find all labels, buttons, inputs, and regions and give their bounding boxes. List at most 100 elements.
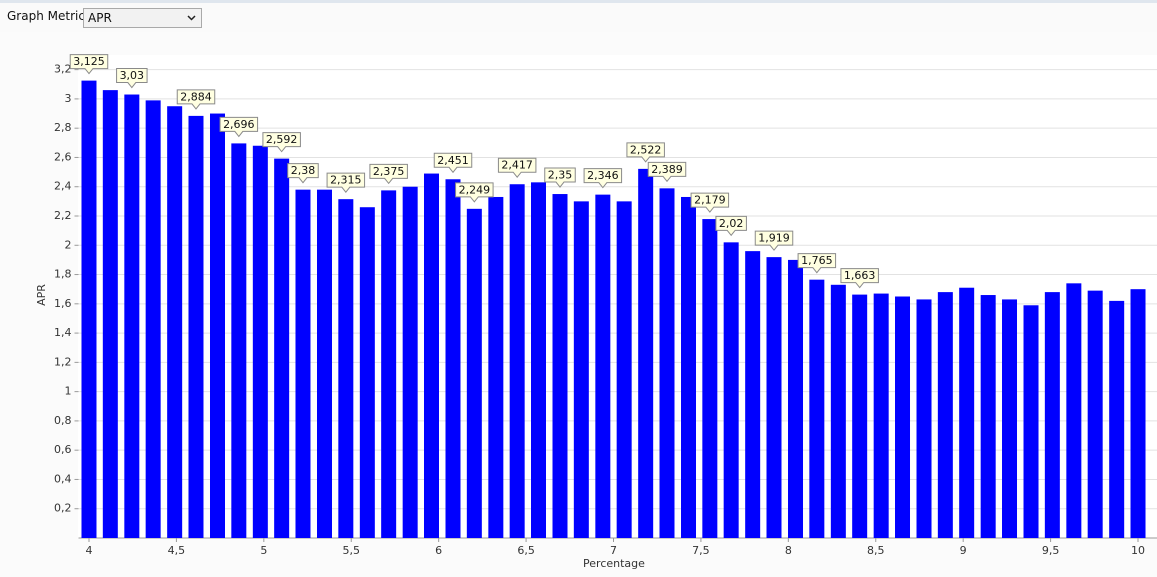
value-label-box — [544, 167, 576, 188]
value-label-box — [287, 163, 319, 184]
y-tick-label: 0,8 — [54, 414, 72, 427]
metric-dropdown[interactable]: APR — [83, 8, 202, 28]
value-label: 2,346 — [587, 169, 619, 182]
bar — [830, 284, 846, 538]
bar — [980, 295, 996, 538]
x-tick-label: 4 — [85, 544, 92, 557]
dropdown-arrow — [187, 15, 196, 21]
bar — [102, 90, 118, 539]
value-label-box — [497, 157, 537, 179]
bar — [359, 207, 375, 538]
bar — [509, 184, 525, 539]
toolbar: Graph Metric APR — [0, 0, 1157, 32]
bar — [616, 201, 632, 538]
value-label-box — [583, 168, 623, 189]
value-label: 1,765 — [801, 254, 833, 267]
bar — [937, 292, 953, 538]
bar — [295, 189, 311, 538]
bar — [1044, 292, 1060, 538]
bar — [124, 94, 140, 538]
x-tick-label: 8 — [785, 544, 792, 557]
value-label-box — [754, 230, 794, 251]
y-tick-label: 1,8 — [54, 268, 72, 281]
bar — [809, 279, 825, 538]
x-tick-label: 6 — [435, 544, 442, 557]
value-label: 2,375 — [373, 165, 405, 178]
bar — [445, 179, 461, 538]
bar — [188, 115, 204, 539]
bar — [209, 113, 225, 538]
value-label: 2,315 — [330, 174, 362, 187]
x-tick-label: 6,5 — [517, 544, 535, 557]
bar — [1087, 290, 1103, 538]
bar — [274, 158, 290, 538]
dropdown-value: APR — [88, 11, 112, 25]
y-tick-label: 3,2 — [54, 63, 72, 76]
bar — [423, 173, 439, 538]
bar — [873, 293, 889, 538]
bar — [81, 80, 97, 538]
bar — [573, 201, 589, 538]
y-tick-label: 1,6 — [54, 297, 72, 310]
value-label: 2,389 — [651, 163, 683, 176]
y-tick-label: 1,4 — [54, 326, 72, 339]
bar — [702, 219, 718, 538]
value-label: 2,592 — [266, 133, 298, 146]
bar — [1130, 289, 1146, 538]
metric-label: Graph Metric — [7, 9, 85, 23]
value-label-box — [69, 54, 109, 75]
bar — [959, 287, 975, 538]
y-tick-label: 3 — [65, 92, 72, 105]
value-label-box — [176, 89, 216, 110]
chart: Percentage APR 0,2 0,4 0,6 0,8 1 1,2 1,4 1,6 1,8… — [0, 32, 1157, 577]
y-tick-label: 0,4 — [54, 472, 72, 485]
value-label: 2,35 — [548, 169, 573, 182]
value-label-box — [840, 268, 879, 289]
bar — [916, 299, 932, 538]
bar — [552, 194, 568, 538]
bar — [145, 100, 161, 538]
bar — [231, 143, 247, 538]
y-tick-label: 0,2 — [54, 502, 72, 515]
value-label: 1,663 — [844, 269, 876, 282]
bar — [1023, 305, 1039, 538]
value-label-box — [326, 172, 366, 193]
value-label-box — [715, 215, 747, 237]
value-label: 2,451 — [437, 154, 469, 167]
value-label-box — [797, 253, 837, 274]
x-tick-label: 9 — [960, 544, 967, 557]
value-label-box — [647, 161, 687, 183]
y-tick-label: 2,4 — [54, 180, 72, 193]
bar — [745, 251, 761, 539]
bar — [723, 242, 739, 538]
bar — [167, 106, 183, 539]
bar — [659, 188, 675, 538]
bar — [766, 257, 782, 538]
y-axis-title: APR — [35, 284, 48, 306]
y-tick-label: 2,2 — [54, 209, 72, 222]
value-label-box — [626, 142, 665, 163]
bar — [381, 190, 397, 539]
value-label: 3,125 — [73, 55, 105, 68]
bar — [338, 199, 354, 538]
bar — [638, 168, 654, 538]
value-label: 2,417 — [501, 159, 533, 172]
value-label: 2,522 — [630, 143, 662, 156]
value-label-box — [690, 192, 730, 213]
bar — [681, 196, 697, 539]
y-tick-label: 1 — [65, 385, 72, 398]
bar — [1002, 299, 1018, 538]
x-tick-label: 5,5 — [342, 544, 360, 557]
bar — [852, 294, 868, 538]
x-tick-label: 7 — [610, 544, 617, 557]
value-label: 2,696 — [223, 118, 255, 131]
value-label: 2,884 — [180, 90, 212, 103]
y-tick-label: 2,8 — [54, 121, 72, 134]
x-tick-label: 4,5 — [168, 544, 186, 557]
bar — [595, 194, 611, 538]
value-label: 2,02 — [719, 217, 744, 230]
bar — [402, 186, 418, 538]
value-label-box — [369, 163, 408, 185]
bar — [1109, 300, 1125, 538]
